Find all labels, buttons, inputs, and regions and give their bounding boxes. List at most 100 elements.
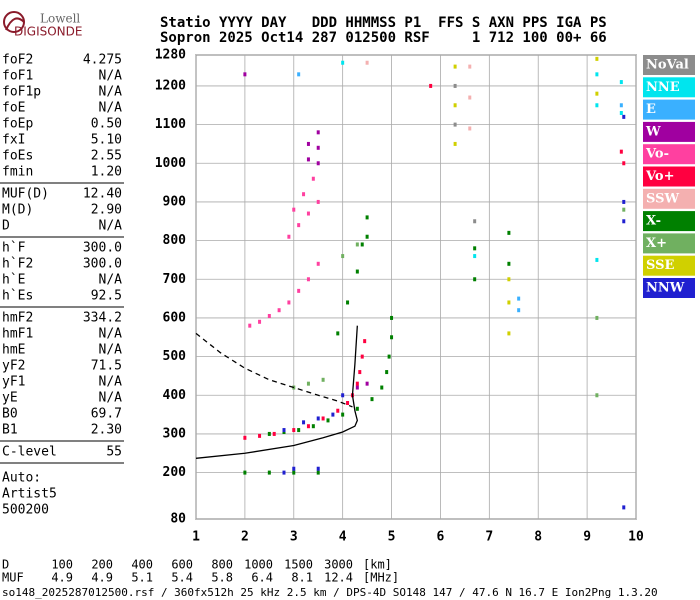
echo-point	[341, 412, 345, 417]
echo-point	[622, 114, 626, 119]
y-tick-label: 500	[163, 349, 187, 364]
y-tick-label: 1280	[155, 48, 186, 63]
echo-point	[316, 161, 320, 166]
param-value: N/A	[99, 85, 123, 100]
param-value: 12.40	[83, 187, 122, 202]
param-label: foEs	[2, 149, 33, 164]
legend-label: X-	[646, 214, 661, 229]
param-label: yE	[2, 391, 18, 406]
echo-point	[365, 60, 369, 65]
echo-point	[316, 466, 320, 471]
legend-label: SSW	[646, 191, 679, 206]
legend-swatch	[643, 77, 695, 98]
logo-top: Lowell	[40, 12, 80, 26]
param-value: 2.55	[91, 149, 122, 164]
param-value: 0.50	[91, 117, 122, 132]
param-label: fxI	[2, 133, 25, 148]
echo-point	[316, 145, 320, 150]
param-label: h`Es	[2, 289, 33, 304]
footer-label: D	[2, 558, 9, 572]
echo-point	[346, 300, 350, 305]
echo-point	[622, 199, 626, 204]
param-label: foE	[2, 101, 25, 116]
echo-point	[258, 319, 262, 324]
echo-point	[453, 64, 457, 69]
echo-point	[622, 161, 626, 166]
echo-point	[243, 470, 247, 475]
echo-point	[595, 393, 599, 398]
echo-point	[287, 300, 291, 305]
distance: 800	[211, 558, 233, 572]
param-label: hmF1	[2, 327, 33, 342]
echo-point	[473, 246, 477, 251]
distance: 1000	[244, 558, 273, 572]
echo-point	[429, 83, 433, 88]
y-tick-label: 600	[163, 310, 187, 325]
echo-point	[336, 408, 340, 413]
echo-point	[385, 370, 389, 375]
distance: 100	[51, 558, 73, 572]
x-tick-label: 1	[192, 530, 200, 545]
echo-point	[267, 314, 271, 318]
echo-point	[365, 234, 369, 239]
param-value: 4.275	[83, 53, 122, 68]
muf: 8.1	[291, 571, 313, 585]
param-value: 71.5	[91, 359, 122, 374]
echo-point	[517, 296, 521, 301]
param-label: B0	[2, 407, 18, 422]
legend-swatch	[643, 255, 695, 276]
echo-point	[507, 300, 511, 305]
echo-point	[287, 234, 291, 239]
echo-point	[619, 111, 623, 115]
echo-point	[243, 435, 247, 440]
legend-label: SSE	[646, 258, 674, 273]
note: Artist5	[2, 487, 57, 502]
y-tick-label: 700	[163, 272, 187, 287]
param-label: foF1	[2, 69, 33, 84]
legend-swatch	[643, 278, 695, 298]
echo-point	[453, 122, 457, 127]
x-tick-label: 8	[534, 530, 542, 545]
echo-point	[292, 470, 296, 475]
echo-point	[468, 64, 472, 69]
echo-point	[507, 331, 511, 336]
echo-point	[365, 215, 369, 220]
echo-point	[311, 424, 315, 429]
param-label: B1	[2, 423, 18, 438]
y-tick-label: 900	[163, 194, 187, 209]
echo-point	[622, 207, 626, 212]
echo-point	[473, 219, 477, 224]
y-tick-label: 1200	[155, 78, 186, 93]
echo-point	[292, 207, 296, 212]
echo-point	[306, 211, 310, 216]
echo-point	[390, 335, 394, 340]
legend-label: X+	[646, 236, 667, 251]
echo-point	[468, 95, 472, 100]
echo-point	[267, 431, 271, 436]
echo-point	[311, 176, 315, 181]
legend-label: Vo+	[645, 169, 674, 184]
echo-point	[282, 428, 286, 433]
echo-point	[595, 103, 599, 108]
distance: 400	[131, 558, 153, 572]
echo-point	[297, 72, 301, 77]
muf: 4.9	[51, 571, 73, 585]
legend-swatch	[643, 233, 695, 254]
param-value: 69.7	[91, 407, 122, 422]
y-tick-label: 200	[163, 465, 187, 480]
y-tick-label: 1100	[155, 117, 186, 132]
param-label: hmF2	[2, 311, 33, 326]
echo-point	[316, 261, 320, 266]
echo-point	[243, 72, 247, 77]
echo-point	[297, 428, 301, 433]
echo-point	[360, 354, 364, 359]
x-tick-label: 6	[437, 530, 445, 545]
echo-point	[321, 416, 325, 421]
legend-label: W	[645, 124, 661, 139]
param-label: hmE	[2, 343, 25, 358]
param-value: 1.20	[91, 165, 122, 180]
legend-swatch	[643, 166, 695, 187]
footer: so148_2025287012500.rsf / 360fx512h 25 k…	[2, 586, 658, 599]
echo-point	[316, 416, 320, 421]
echo-point	[302, 192, 306, 197]
